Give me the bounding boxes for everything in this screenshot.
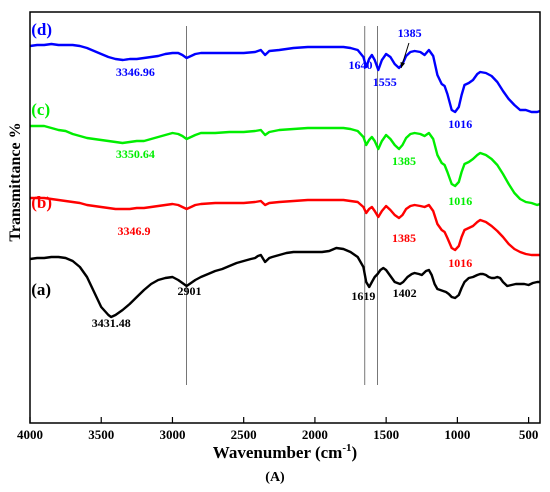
series-labels-group: (d) (c) (b) (a) bbox=[31, 20, 52, 299]
series-label: (b) bbox=[31, 193, 52, 212]
peak-label: 1016 bbox=[448, 117, 472, 131]
series-label: (d) bbox=[31, 20, 52, 39]
x-tick-label: 4000 bbox=[17, 427, 43, 442]
y-axis-title: Transmittance % bbox=[7, 122, 24, 241]
series-line bbox=[30, 196, 540, 257]
x-tick-label: 3000 bbox=[159, 427, 185, 442]
annotation-arrow-head bbox=[400, 62, 405, 68]
x-axis-title: Wavenumber (cm-1) bbox=[213, 442, 357, 462]
peak-label: 1402 bbox=[393, 286, 417, 300]
panel-caption: (A) bbox=[265, 470, 285, 485]
peak-label: 3350.64 bbox=[116, 147, 155, 161]
x-ticks-group: 4000 3500 3000 2500 2000 1500 1000 500 bbox=[17, 417, 538, 442]
x-tick-label: 500 bbox=[519, 427, 539, 442]
x-tick-label: 1000 bbox=[444, 427, 470, 442]
x-axis-title-close: ) bbox=[352, 443, 358, 462]
peak-label: 1016 bbox=[448, 256, 472, 270]
series-line bbox=[30, 124, 541, 207]
arrows-group bbox=[400, 42, 410, 69]
x-tick-label: 1500 bbox=[373, 427, 399, 442]
peak-label: 2901 bbox=[178, 284, 202, 298]
peak-label: 1016 bbox=[448, 194, 472, 208]
plot-frame bbox=[29, 11, 541, 424]
ref-lines-group bbox=[186, 26, 378, 385]
x-axis-title-main: Wavenumber (cm bbox=[213, 443, 343, 462]
x-tick-label: 2000 bbox=[302, 427, 328, 442]
peak-label: 3346.96 bbox=[116, 65, 155, 79]
peak-label: 1385 bbox=[392, 231, 416, 245]
peak-label: 3431.48 bbox=[92, 316, 131, 330]
x-axis-title-sup: -1 bbox=[342, 442, 351, 454]
series-line bbox=[29, 246, 540, 319]
ftir-chart: 4000 3500 3000 2500 2000 1500 1000 500 (d) (c) (b… bbox=[7, 11, 541, 462]
peak-label: 1555 bbox=[373, 75, 397, 89]
x-tick-label: 2500 bbox=[231, 427, 257, 442]
peak-label: 1619 bbox=[351, 289, 375, 303]
series-line bbox=[29, 42, 541, 114]
series-label: (a) bbox=[31, 280, 51, 299]
peak-label: 3346.9 bbox=[117, 224, 150, 238]
peak-label: 1640 bbox=[349, 58, 373, 72]
series-group bbox=[29, 42, 541, 319]
peak-label: 1385 bbox=[392, 154, 416, 168]
series-label: (c) bbox=[31, 100, 50, 119]
peak-label: 1385 bbox=[398, 26, 422, 40]
x-tick-label: 3500 bbox=[88, 427, 114, 442]
